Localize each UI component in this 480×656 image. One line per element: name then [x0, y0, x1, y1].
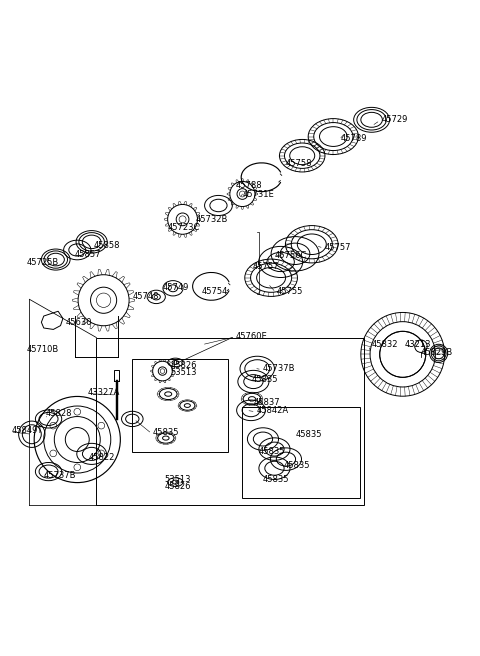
Text: 45630: 45630	[65, 318, 92, 327]
Text: 45835: 45835	[153, 428, 180, 438]
Text: 45737B: 45737B	[44, 472, 76, 480]
Text: 45835: 45835	[258, 447, 285, 455]
Text: 43327A: 43327A	[88, 388, 120, 397]
Text: 43213: 43213	[405, 340, 432, 349]
Text: 45758: 45758	[286, 159, 312, 168]
Text: 45857: 45857	[75, 250, 101, 259]
Text: 45829B: 45829B	[421, 348, 453, 357]
Text: 45789: 45789	[340, 134, 367, 144]
Bar	[242, 407, 360, 498]
Text: 45755: 45755	[277, 287, 303, 296]
Text: 45749: 45749	[162, 283, 189, 293]
Text: 45826: 45826	[170, 361, 197, 370]
Text: 45832: 45832	[372, 340, 398, 349]
Text: 45725B: 45725B	[27, 258, 59, 268]
Text: 53513: 53513	[165, 475, 192, 484]
Text: 53513: 53513	[170, 368, 197, 377]
Text: 45822: 45822	[88, 453, 115, 462]
Text: 45858: 45858	[94, 241, 120, 250]
Bar	[96, 338, 364, 505]
Text: 45748: 45748	[132, 292, 159, 301]
Text: 45760E: 45760E	[235, 332, 267, 340]
Text: 45837: 45837	[254, 398, 280, 407]
Text: 45835: 45835	[263, 475, 289, 484]
Text: 45754: 45754	[202, 287, 228, 296]
Text: 45710B: 45710B	[27, 345, 59, 354]
Text: 45731E: 45731E	[242, 190, 274, 199]
Text: 45756C: 45756C	[275, 251, 307, 260]
Text: 45835: 45835	[252, 375, 278, 384]
Text: 45732B: 45732B	[196, 215, 228, 224]
Text: 45737B: 45737B	[263, 364, 296, 373]
Bar	[132, 359, 228, 453]
Text: 45757: 45757	[253, 262, 279, 271]
Text: 45788: 45788	[235, 181, 262, 190]
Text: 45835: 45835	[296, 430, 323, 439]
Text: 45828: 45828	[45, 409, 72, 418]
Bar	[114, 370, 119, 380]
Text: 45849T: 45849T	[11, 426, 43, 436]
Text: 45757: 45757	[324, 243, 351, 252]
Text: 45835: 45835	[284, 461, 311, 470]
Text: 45826: 45826	[165, 482, 192, 491]
Text: 45842A: 45842A	[257, 406, 289, 415]
Text: 45723C: 45723C	[167, 224, 200, 232]
Text: 45729: 45729	[381, 115, 408, 124]
